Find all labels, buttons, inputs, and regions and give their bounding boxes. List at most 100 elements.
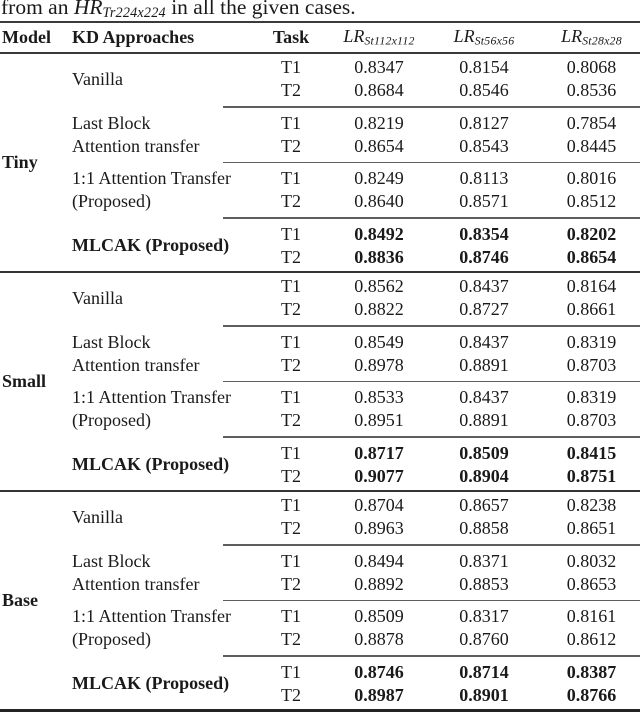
block-rows: T1 0.8249 0.8113 0.8016 T2 0.8640 0.8571…: [223, 167, 640, 213]
value-cell: 0.8654: [354, 135, 404, 156]
task-cell: T2: [281, 135, 301, 156]
block-rows: T1 0.8494 0.8371 0.8032 T2 0.8892 0.8853…: [223, 550, 640, 596]
task-cell: T1: [281, 112, 301, 133]
value-cell: 0.8494: [354, 550, 404, 571]
value-cell: 0.8760: [459, 629, 509, 649]
task-cell: T1: [281, 276, 301, 296]
task-cell: T2: [281, 246, 301, 267]
value-cell: 0.8016: [566, 168, 617, 188]
kd-approach-cell: MLCAK (Proposed): [70, 661, 229, 707]
kd-approach-block: 1:1 Attention Transfer (Proposed) T1 0.85…: [70, 605, 640, 651]
value-cell: 0.8640: [354, 191, 404, 211]
caption-part1: from an: [1, 0, 74, 19]
table-row: T1 0.8704 0.8657 0.8238: [223, 494, 640, 517]
kd-approach-block: Vanilla T1 0.8562 0.8437 0.8164 T2 0.882…: [70, 275, 640, 321]
group-content: Vanilla T1 0.8704 0.8657 0.8238 T2 0.896…: [70, 492, 640, 709]
task-cell: T2: [281, 80, 301, 100]
column-header-model: Model: [2, 27, 51, 47]
column-header-lr-56: LRSt56x56: [453, 26, 515, 48]
block-rows: T1 0.8562 0.8437 0.8164 T2 0.8822 0.8727…: [223, 275, 640, 321]
value-cell: 0.8249: [354, 168, 404, 188]
table-row: T1 0.8562 0.8437 0.8164: [223, 275, 640, 298]
value-cell: 0.8387: [566, 661, 617, 682]
value-cell: 0.8509: [354, 606, 404, 626]
table-row: T2 0.8987 0.8901 0.8766: [223, 684, 640, 707]
task-cell: T2: [281, 629, 301, 649]
block-divider: [223, 161, 640, 163]
value-cell: 0.8113: [459, 168, 509, 188]
approach-label-line2: Attention transfer: [72, 354, 200, 375]
header-bottom-rule: [0, 52, 640, 54]
block-divider: [223, 325, 640, 327]
value-cell: 0.8319: [566, 387, 617, 407]
value-cell: 0.8127: [459, 112, 509, 133]
task-cell: T1: [281, 331, 301, 352]
task-cell: T2: [281, 191, 301, 211]
kd-approach-cell: Last Block Attention transfer: [70, 112, 223, 158]
kd-approach-cell: MLCAK (Proposed): [70, 223, 229, 269]
value-cell: 0.8445: [566, 135, 617, 156]
approach-label: 1:1 Attention Transfer: [72, 606, 232, 626]
kd-approach-cell: MLCAK (Proposed): [70, 442, 230, 488]
model-label: Base: [2, 589, 38, 610]
value-cell: 0.8371: [459, 550, 509, 571]
kd-approach-block: Last Block Attention transfer T1 0.8494 0…: [70, 550, 640, 596]
value-cell: 0.8892: [354, 573, 404, 594]
block-rows: T1 0.8492 0.8354 0.8202 T2 0.8836 0.8746…: [223, 223, 640, 269]
value-cell: 0.8657: [459, 495, 509, 515]
approach-label: Last Block: [72, 112, 151, 133]
kd-approach-block-mlcak: MLCAK (Proposed) T1 0.8492 0.8354 0.8202…: [70, 223, 640, 269]
value-cell: 0.8161: [566, 606, 617, 626]
column-header-kd-approaches: KD Approaches: [72, 27, 195, 47]
task-cell: T1: [281, 550, 301, 571]
table-row: T2 0.8640 0.8571 0.8512: [223, 190, 640, 213]
table-row: T1 0.8347 0.8154 0.8068: [223, 56, 640, 79]
kd-approach-block: Last Block Attention transfer T1 0.8549 0…: [70, 331, 640, 377]
value-cell: 0.8154: [459, 57, 509, 77]
task-cell: T1: [281, 168, 301, 188]
task-cell: T1: [281, 495, 301, 515]
value-cell: 0.8661: [566, 299, 617, 319]
approach-label: Last Block: [72, 331, 151, 352]
value-cell: 0.8238: [566, 495, 617, 515]
block-divider: [223, 655, 640, 657]
value-cell: 0.8654: [566, 246, 617, 267]
results-table: Model KD Approaches Task LRSt112x112 LRS…: [0, 21, 640, 712]
table-row: T1 0.8509 0.8317 0.8161: [223, 605, 640, 628]
model-group-small: Small Vanilla T1 0.8562 0.8437 0.8164 T2: [0, 273, 640, 490]
value-cell: 0.9077: [354, 465, 404, 486]
table-row: T2 0.8822 0.8727 0.8661: [223, 298, 640, 321]
value-cell: 0.8978: [354, 354, 404, 375]
table-top-rule: [0, 21, 640, 23]
kd-approach-cell: Last Block Attention transfer: [70, 550, 223, 596]
table-row: T1 0.8533 0.8437 0.8319: [223, 386, 640, 409]
table-row: T1 0.8549 0.8437 0.8319: [223, 331, 640, 354]
approach-label-line2: (Proposed): [72, 629, 151, 649]
table-row: T1 0.8717 0.8509 0.8415: [223, 442, 640, 465]
value-cell: 0.8549: [354, 331, 404, 352]
kd-approach-block: 1:1 Attention Transfer (Proposed) T1 0.82…: [70, 167, 640, 213]
value-cell: 0.8319: [566, 331, 617, 352]
value-cell: 0.8612: [566, 629, 617, 649]
block-rows: T1 0.8717 0.8509 0.8415 T2 0.9077 0.8904…: [223, 442, 640, 488]
task-cell: T2: [281, 518, 301, 538]
block-divider: [223, 599, 640, 601]
value-cell: 0.8714: [459, 661, 509, 682]
value-cell: 0.8512: [566, 191, 617, 211]
kd-approach-block: Last Block Attention transfer T1 0.8219 0…: [70, 112, 640, 158]
table-row: T2 0.8836 0.8746 0.8654: [223, 246, 640, 269]
block-divider: [223, 380, 640, 382]
block-rows: T1 0.8509 0.8317 0.8161 T2 0.8878 0.8760…: [223, 605, 640, 651]
value-cell: 0.8032: [566, 550, 617, 571]
value-cell: 0.8068: [566, 57, 617, 77]
value-cell: 0.8891: [459, 410, 509, 430]
value-cell: 0.8437: [459, 331, 509, 352]
kd-approach-block-mlcak: MLCAK (Proposed) T1 0.8717 0.8509 0.8415…: [70, 442, 640, 488]
table-row: T2 0.8978 0.8891 0.8703: [223, 354, 640, 377]
value-cell: 0.8858: [459, 518, 509, 538]
block-rows: T1 0.8347 0.8154 0.8068 T2 0.8684 0.8546…: [223, 56, 640, 102]
approach-label: MLCAK (Proposed): [72, 454, 230, 474]
caption-clip: from an HRTr224x224 in all the given cas…: [0, 0, 640, 21]
table-header-row: Model KD Approaches Task LRSt112x112 LRS…: [0, 23, 640, 52]
